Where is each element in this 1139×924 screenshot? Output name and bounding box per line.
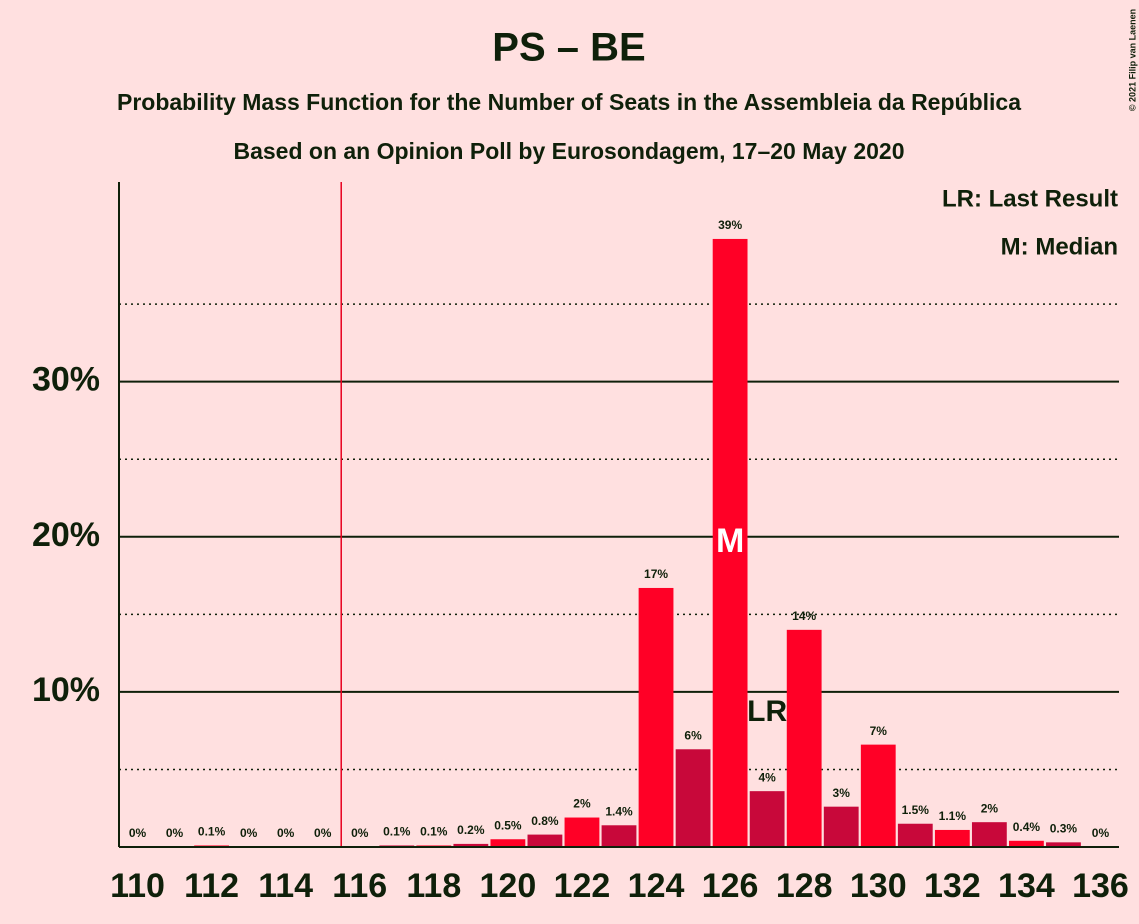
value-label: 6% bbox=[684, 728, 702, 742]
bar bbox=[564, 817, 600, 847]
value-label: 0.2% bbox=[457, 823, 485, 837]
value-label: 0.5% bbox=[494, 818, 522, 832]
legend-entry: M: Median bbox=[1001, 233, 1118, 260]
value-label: 1.4% bbox=[605, 804, 633, 818]
chart-title: PS – BE bbox=[492, 26, 645, 70]
value-label: 0% bbox=[351, 826, 369, 840]
bar bbox=[490, 839, 526, 847]
x-tick-label: 116 bbox=[332, 867, 387, 905]
bar bbox=[638, 587, 674, 847]
bar bbox=[860, 744, 896, 847]
value-label: 2% bbox=[573, 797, 591, 811]
bar bbox=[934, 829, 970, 847]
value-label: 7% bbox=[870, 724, 888, 738]
bar bbox=[971, 822, 1007, 847]
x-tick-label: 128 bbox=[776, 867, 833, 905]
value-label: 0% bbox=[277, 826, 295, 840]
value-label: 17% bbox=[644, 567, 668, 581]
x-tick-label: 118 bbox=[406, 867, 461, 905]
bar bbox=[453, 843, 489, 847]
y-tick-label: 10% bbox=[32, 671, 100, 709]
value-label: 0.4% bbox=[1013, 820, 1041, 834]
value-label: 0.1% bbox=[198, 825, 226, 839]
value-label: 3% bbox=[833, 786, 851, 800]
x-tick-label: 122 bbox=[554, 867, 611, 905]
x-tick-label: 134 bbox=[998, 867, 1055, 905]
bar bbox=[1009, 840, 1044, 847]
value-label: 0.1% bbox=[420, 825, 448, 839]
value-label: 39% bbox=[718, 218, 742, 232]
bar bbox=[601, 825, 637, 847]
x-tick-label: 112 bbox=[184, 867, 239, 905]
value-label: 0% bbox=[166, 826, 184, 840]
chart-subtitle: Probability Mass Function for the Number… bbox=[117, 89, 1021, 115]
value-label: 1.1% bbox=[939, 809, 967, 823]
value-label: 4% bbox=[758, 770, 776, 784]
value-label: 14% bbox=[792, 609, 816, 623]
value-label: 0% bbox=[240, 826, 258, 840]
legend-entry: LR: Last Result bbox=[942, 185, 1118, 212]
value-label: 2% bbox=[981, 801, 999, 815]
bar bbox=[675, 749, 711, 847]
x-tick-label: 136 bbox=[1072, 867, 1129, 905]
bar bbox=[527, 834, 563, 847]
bar bbox=[1046, 842, 1081, 847]
median-marker: M bbox=[716, 522, 744, 560]
bar bbox=[749, 791, 785, 847]
x-tick-label: 126 bbox=[702, 867, 759, 905]
x-tick-label: 114 bbox=[258, 867, 313, 905]
chart-subtitle: Based on an Opinion Poll by Eurosondagem… bbox=[233, 138, 904, 164]
value-label: 0.8% bbox=[531, 814, 559, 828]
value-label: 1.5% bbox=[902, 803, 930, 817]
x-tick-label: 120 bbox=[480, 867, 537, 905]
x-tick-label: 130 bbox=[850, 867, 907, 905]
value-label: 0.3% bbox=[1050, 822, 1078, 836]
value-label: 0% bbox=[129, 826, 147, 840]
bar bbox=[823, 806, 859, 847]
y-tick-label: 30% bbox=[32, 361, 100, 399]
x-tick-label: 132 bbox=[924, 867, 981, 905]
bar bbox=[786, 629, 822, 847]
copyright: © 2021 Filip van Laenen bbox=[1127, 9, 1137, 111]
x-tick-label: 110 bbox=[110, 867, 165, 905]
bar bbox=[712, 238, 748, 847]
y-tick-label: 20% bbox=[32, 516, 100, 554]
bar bbox=[897, 823, 933, 847]
value-label: 0.1% bbox=[383, 825, 411, 839]
value-label: 0% bbox=[314, 826, 332, 840]
value-label: 0% bbox=[1092, 826, 1110, 840]
last-result-marker: LR bbox=[747, 695, 787, 728]
x-tick-label: 124 bbox=[628, 867, 685, 905]
